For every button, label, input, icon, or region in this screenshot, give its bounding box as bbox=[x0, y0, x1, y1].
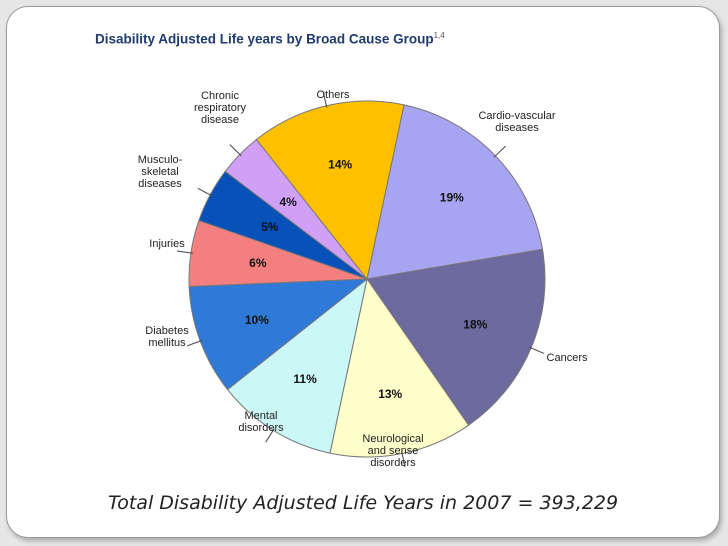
category-label-others: Others bbox=[316, 89, 350, 101]
percent-labels: 19% 18% 13% 11% 10% 6% 5%4% 14% bbox=[245, 158, 488, 402]
leader-line-mental bbox=[265, 428, 275, 443]
pct-label-cancers: 18% bbox=[463, 318, 487, 332]
pct-label-diabetes: 10% bbox=[245, 313, 269, 327]
category-label-cardio-vascular: Cardio-vascular diseases bbox=[478, 110, 555, 134]
leader-line-musculo-skeletal bbox=[197, 187, 213, 197]
leader-line-chronic-respiratory bbox=[229, 144, 242, 157]
leader-line-diabetes bbox=[186, 339, 203, 347]
leader-line-neurological bbox=[401, 451, 406, 468]
leader-lines bbox=[176, 91, 545, 468]
slide: Disability Adjusted Life years by Broad … bbox=[6, 6, 720, 538]
pct-label-neurological: 13% bbox=[378, 387, 402, 401]
category-label-diabetes: Diabetes mellitus bbox=[145, 325, 189, 349]
pct-label-chronic-respiratory: 4% bbox=[279, 195, 297, 209]
category-label-injuries: Injuries bbox=[149, 238, 185, 250]
leader-line-cardio-vascular bbox=[493, 145, 506, 158]
category-labels: Cardio-vascular diseases Cancers Neurologic… bbox=[138, 89, 588, 469]
footer-total: Total Disability Adjusted Life Years in … bbox=[107, 492, 619, 514]
pie-slices bbox=[188, 100, 546, 458]
title-superscript: 1,4 bbox=[433, 31, 445, 40]
pct-label-cardio-vascular: 19% bbox=[440, 191, 464, 205]
category-label-neurological: Neurological and sense disorders bbox=[362, 433, 423, 469]
category-label-cancers: Cancers bbox=[547, 352, 588, 364]
category-label-mental: Mental disorders bbox=[238, 410, 284, 434]
pct-label-others: 14% bbox=[328, 158, 352, 172]
chart-title: Disability Adjusted Life years by Broad … bbox=[95, 31, 445, 47]
category-label-chronic-respiratory: Chronic respiratory disease bbox=[194, 90, 246, 126]
pct-label-musculo-skeletal: 5% bbox=[261, 220, 279, 234]
leader-line-others bbox=[322, 91, 328, 108]
category-label-musculo-skeletal: Musculo-skeletal diseases bbox=[138, 154, 183, 190]
leader-line-injuries bbox=[176, 250, 193, 254]
pie-chart: 19% 18% 13% 11% 10% 6% 5%4% 14% Cardio-vascular… bbox=[138, 89, 588, 469]
leader-line-cancers bbox=[529, 346, 545, 354]
pct-label-injuries: 6% bbox=[249, 256, 267, 270]
pct-label-mental: 11% bbox=[293, 372, 317, 386]
